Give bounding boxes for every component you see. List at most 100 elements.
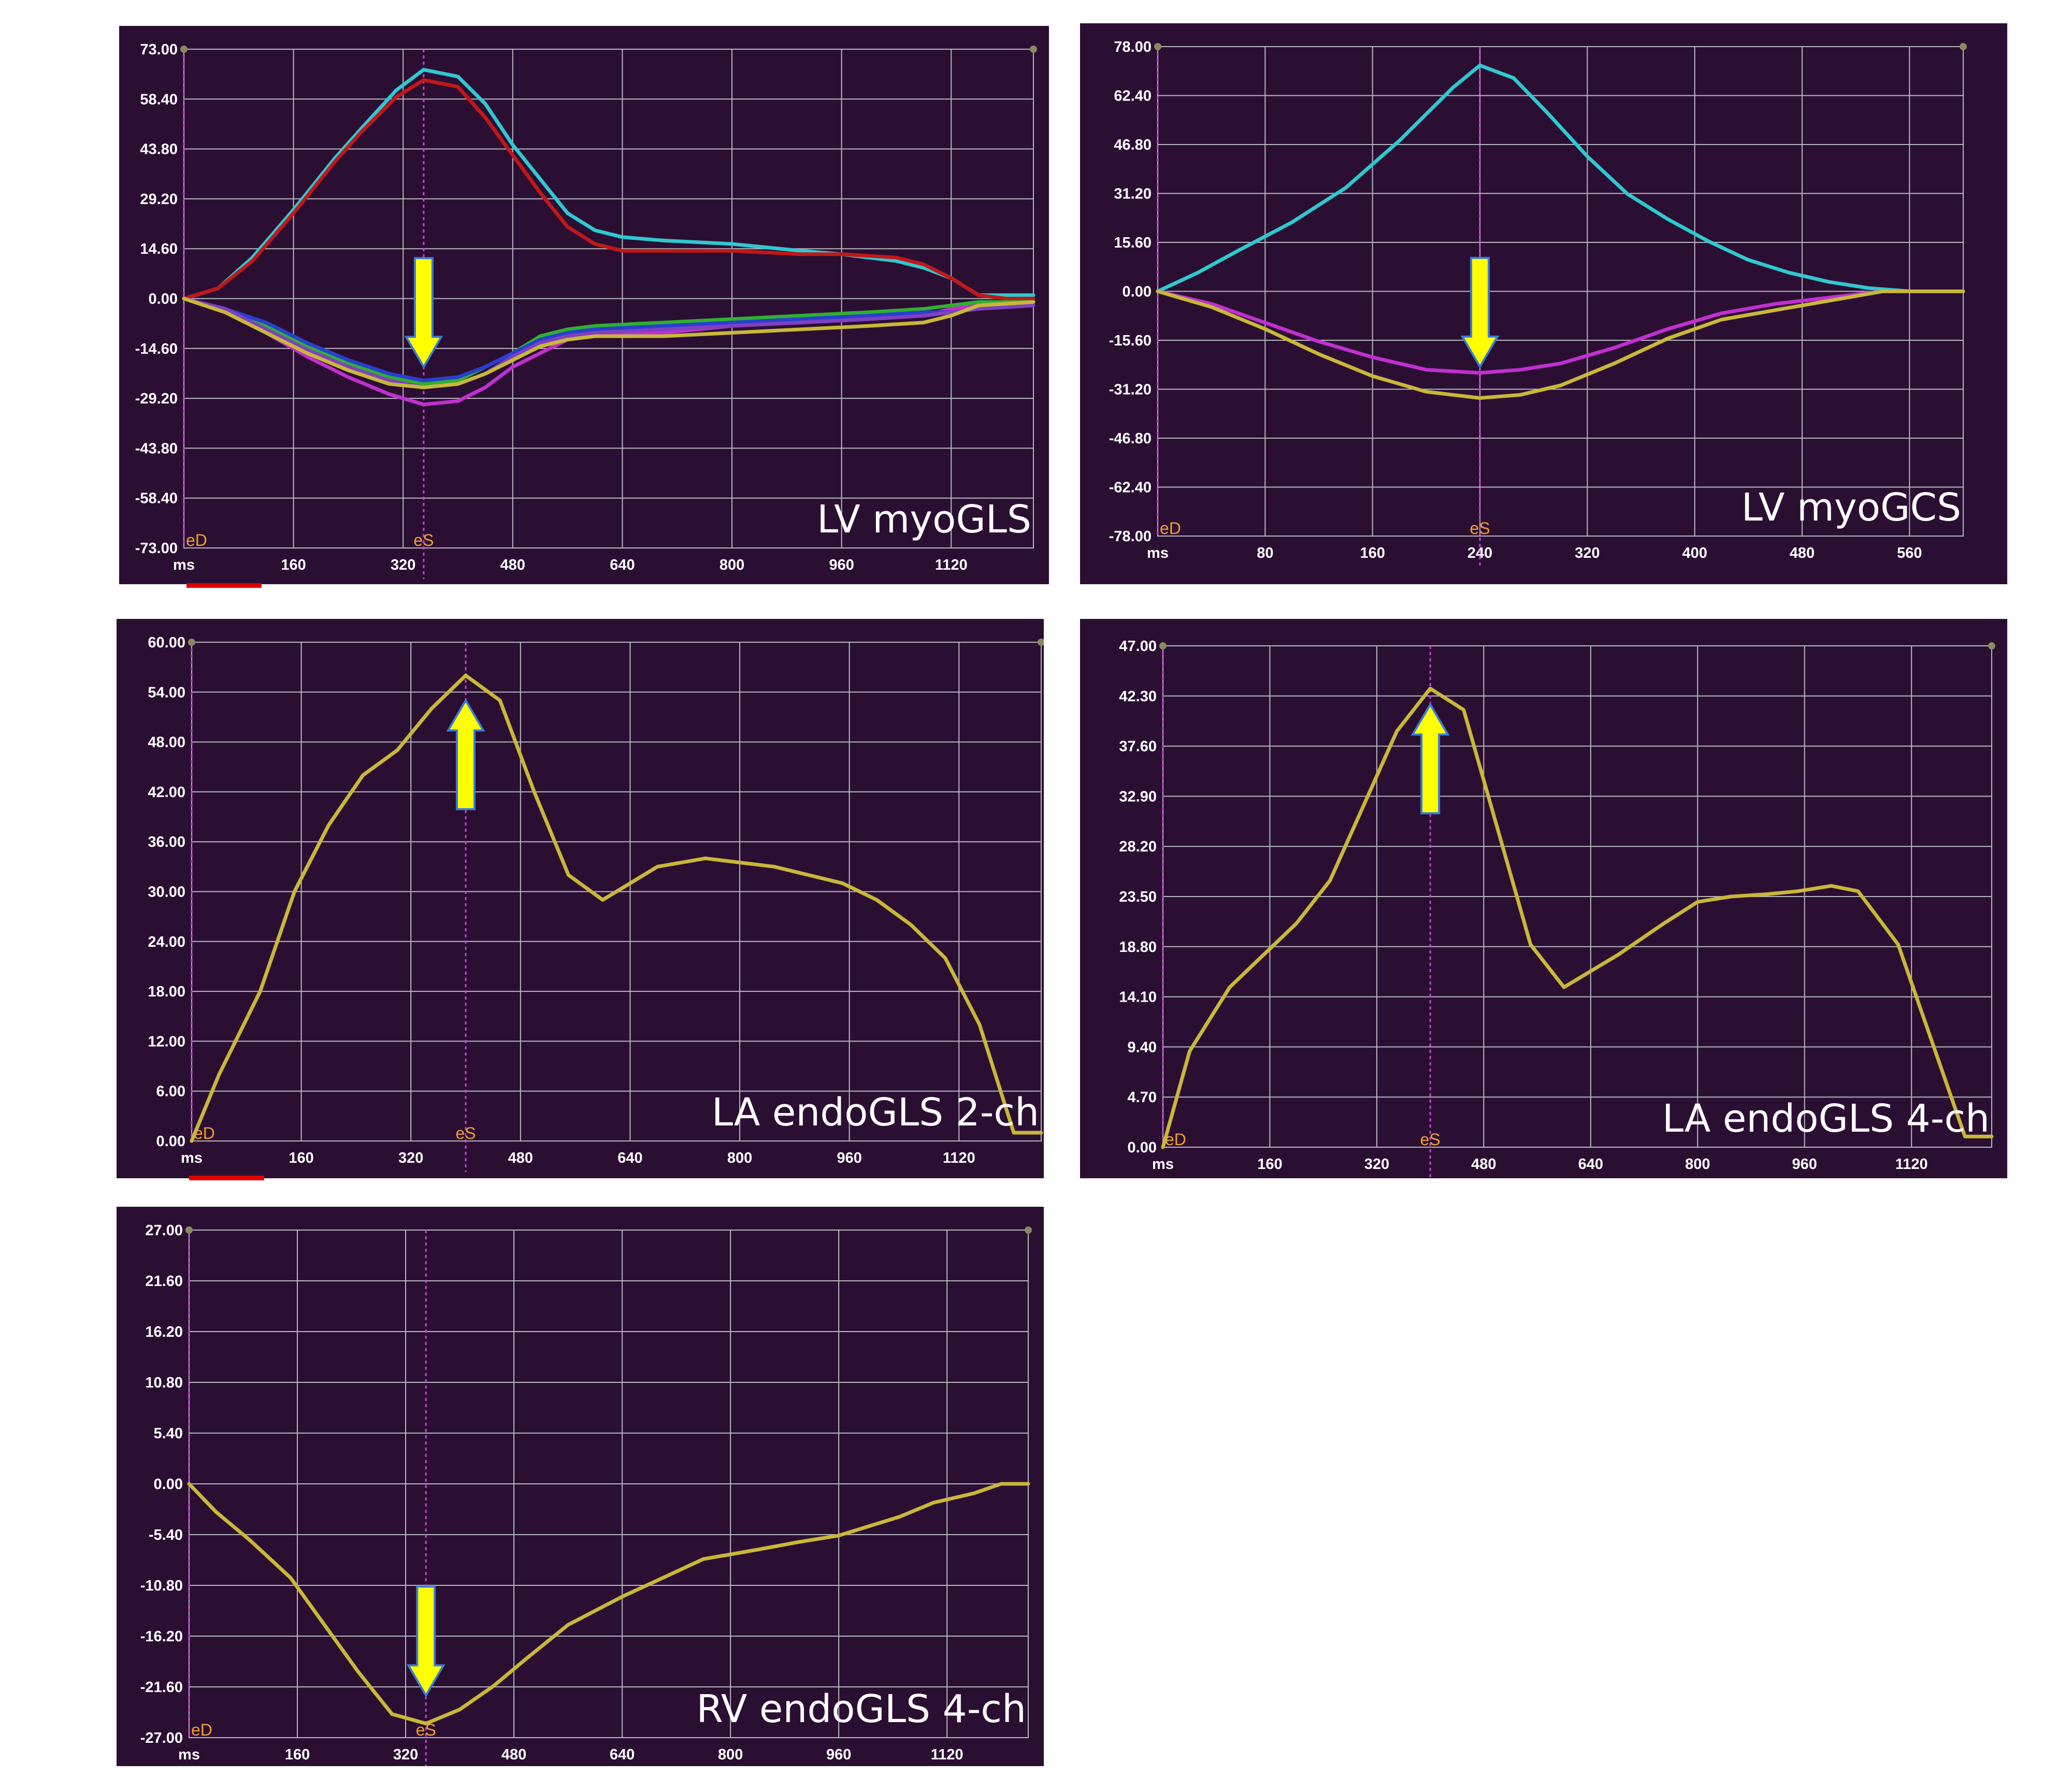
series-line-1 bbox=[1156, 63, 1965, 293]
yellow-arrow-icon bbox=[406, 1585, 445, 1698]
chart-panel-la-endogls-4ch: 160 320 480 640 800 960 1120 ms 47.00 42.30 37.60 3… bbox=[1080, 619, 2007, 1178]
y-tick-label: 0.00 bbox=[156, 1133, 185, 1150]
y-tick-label: 18.80 bbox=[1119, 939, 1157, 956]
series-line-1 bbox=[1161, 686, 1994, 1149]
y-tick-label: 6.00 bbox=[156, 1083, 185, 1100]
y-tick-label: 32.90 bbox=[1119, 788, 1157, 805]
chart-lv-myogls: 160 320 480 640 800 960 1120 ms 73.00 58.40 43.80 2… bbox=[135, 41, 1037, 579]
y-tick-label: 36.00 bbox=[148, 834, 185, 850]
x-tick-label: 1120 bbox=[935, 557, 968, 573]
y-tick-label: 24.00 bbox=[148, 934, 185, 950]
corner-marker bbox=[1038, 639, 1044, 646]
y-tick-label: 62.40 bbox=[1114, 88, 1152, 105]
x-tick-label: 160 bbox=[1360, 545, 1385, 561]
y-tick-label: 42.00 bbox=[148, 784, 185, 801]
x-tick-label: 1120 bbox=[1895, 1156, 1928, 1173]
y-tick-label: 16.20 bbox=[145, 1324, 183, 1340]
series-line-5 bbox=[182, 297, 1035, 383]
corner-marker bbox=[180, 46, 188, 53]
x-unit-label: ms bbox=[178, 1746, 200, 1763]
x-tick-label: 160 bbox=[289, 1150, 313, 1166]
es-marker-label: eS bbox=[1470, 519, 1490, 538]
y-tick-label: 14.60 bbox=[140, 241, 178, 257]
x-tick-label: 160 bbox=[285, 1746, 310, 1763]
x-tick-label: 640 bbox=[610, 1746, 635, 1763]
y-tick-label: -31.20 bbox=[1109, 382, 1152, 398]
yellow-arrow-icon bbox=[446, 698, 485, 811]
x-tick-label: 960 bbox=[829, 557, 854, 573]
corner-marker bbox=[1159, 642, 1167, 649]
x-tick-label: 320 bbox=[398, 1150, 423, 1166]
series-line-1 bbox=[187, 1482, 1030, 1726]
ed-marker-label: eD bbox=[186, 531, 207, 550]
y-tick-label: -27.00 bbox=[140, 1730, 183, 1746]
x-tick-label: 480 bbox=[500, 557, 525, 573]
ed-marker-label: eD bbox=[1160, 519, 1181, 538]
corner-marker bbox=[1960, 43, 1967, 50]
series-line-1 bbox=[190, 673, 1043, 1143]
x-tick-label: 320 bbox=[1575, 545, 1600, 561]
chart-title-la-endogls-2-ch: LA endoGLS 2-ch bbox=[712, 1090, 1039, 1135]
x-tick-label: 640 bbox=[1578, 1156, 1603, 1173]
y-tick-label: 31.20 bbox=[1114, 186, 1152, 203]
yellow-arrow-icon bbox=[404, 257, 443, 369]
series-line-6 bbox=[182, 297, 1035, 389]
x-tick-label: 800 bbox=[720, 557, 744, 573]
x-tick-label: 1120 bbox=[931, 1746, 963, 1763]
x-tick-label: 80 bbox=[1257, 545, 1273, 561]
corner-marker bbox=[185, 1226, 193, 1234]
y-tick-label: 18.00 bbox=[148, 984, 185, 1000]
es-marker-label: eS bbox=[413, 531, 434, 550]
y-tick-label: 42.30 bbox=[1119, 688, 1157, 705]
y-tick-label: 78.00 bbox=[1114, 39, 1152, 55]
y-tick-label: 29.20 bbox=[140, 191, 178, 208]
x-unit-label: ms bbox=[181, 1150, 203, 1166]
x-tick-label: 480 bbox=[501, 1746, 526, 1763]
x-tick-label: 480 bbox=[508, 1150, 533, 1166]
y-tick-label: 46.80 bbox=[1114, 137, 1152, 153]
chart-la-endogls-4ch: 160 320 480 640 800 960 1120 ms 47.00 42.30 37.60 3… bbox=[1119, 638, 1995, 1178]
y-tick-label: 0.00 bbox=[1123, 284, 1152, 300]
x-unit-label: ms bbox=[173, 557, 195, 573]
red-marker-bar bbox=[189, 1176, 264, 1180]
y-tick-label: 58.40 bbox=[140, 91, 178, 108]
series-line-4 bbox=[182, 297, 1035, 386]
chart-lv-myogcs: 80 160 240 320 400 480 560ms78.0062.4046.8031.… bbox=[1109, 39, 1967, 567]
y-tick-label: -29.20 bbox=[135, 391, 178, 407]
y-tick-label: 47.00 bbox=[1119, 638, 1157, 655]
x-tick-label: 480 bbox=[1790, 545, 1815, 561]
red-marker-bar bbox=[186, 583, 262, 588]
x-tick-label: 800 bbox=[1685, 1156, 1710, 1173]
chart-title-rv-endogls-4-ch: RV endoGLS 4-ch bbox=[696, 1687, 1026, 1731]
y-tick-label: -58.40 bbox=[135, 490, 178, 507]
corner-marker bbox=[1988, 642, 1995, 649]
y-tick-label: -43.80 bbox=[135, 440, 178, 457]
chart-title-la-endogls-4-ch: LA endoGLS 4-ch bbox=[1662, 1096, 1990, 1141]
yellow-arrow-icon bbox=[1460, 256, 1500, 369]
chart-title-lv-myogls: LV myoGLS bbox=[817, 497, 1031, 542]
y-tick-label: 14.10 bbox=[1119, 989, 1157, 1006]
corner-marker bbox=[188, 639, 195, 646]
x-unit-label: ms bbox=[1152, 1156, 1174, 1173]
y-tick-label: 21.60 bbox=[145, 1273, 183, 1290]
y-tick-label: -21.60 bbox=[140, 1679, 183, 1696]
y-tick-label: 0.00 bbox=[1128, 1139, 1157, 1156]
x-tick-label: 160 bbox=[1257, 1156, 1282, 1173]
es-marker-label: eS bbox=[455, 1124, 476, 1143]
x-tick-label: 400 bbox=[1682, 545, 1707, 561]
series-line-3 bbox=[1156, 290, 1965, 400]
es-marker-label: eS bbox=[1420, 1130, 1441, 1149]
y-tick-label: 43.80 bbox=[140, 141, 178, 158]
y-tick-label: -78.00 bbox=[1109, 528, 1152, 545]
y-tick-label: -73.00 bbox=[135, 540, 178, 557]
series-line-2 bbox=[1156, 290, 1965, 375]
x-tick-label: 960 bbox=[826, 1746, 851, 1763]
corner-marker bbox=[1025, 1226, 1032, 1234]
x-tick-label: 640 bbox=[610, 557, 635, 573]
series-line-7 bbox=[182, 297, 1035, 389]
y-tick-label: 4.70 bbox=[1128, 1089, 1157, 1106]
y-tick-label: 0.00 bbox=[154, 1476, 183, 1493]
chart-panel-rv-endogls-4ch: 160 320 480 640 800 960 1120 ms 27.00 21.60 16.20 1… bbox=[117, 1207, 1044, 1766]
x-tick-label: 320 bbox=[1364, 1156, 1389, 1173]
x-tick-label: 960 bbox=[1792, 1156, 1817, 1173]
